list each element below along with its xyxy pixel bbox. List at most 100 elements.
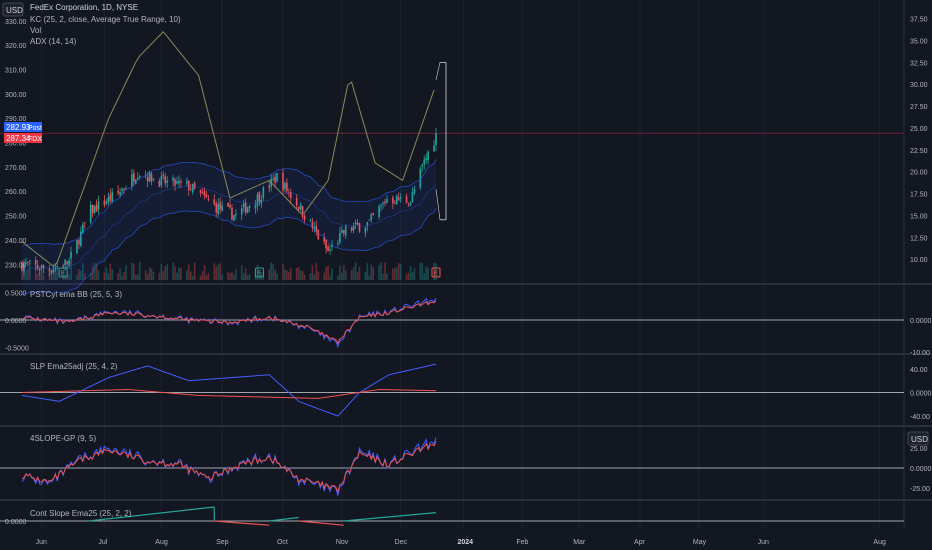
candle-body[interactable] [380,204,382,206]
candle-body[interactable] [425,157,428,160]
candle-body[interactable] [341,229,343,233]
candle-body[interactable] [260,199,263,204]
candle-body[interactable] [256,194,259,206]
candle-body[interactable] [392,197,394,203]
candle-body[interactable] [227,202,229,207]
candle-body[interactable] [78,239,80,245]
candle-body[interactable] [427,151,429,161]
candle-body[interactable] [125,188,127,190]
candle-body[interactable] [111,192,114,203]
candle-body[interactable] [178,181,180,184]
candle-body[interactable] [215,203,218,213]
candle-body[interactable] [103,200,106,206]
candle-body[interactable] [80,231,82,246]
candle-body[interactable] [174,179,176,186]
candle-body[interactable] [364,227,367,233]
candle-body[interactable] [123,189,125,191]
candle-body[interactable] [272,178,274,180]
candle-body[interactable] [382,202,384,204]
candle-body[interactable] [433,145,435,152]
candle-body[interactable] [89,205,92,223]
currency-right-badge[interactable] [907,431,929,446]
candle-body[interactable] [70,252,72,259]
indicator-adx-label[interactable]: ADX (14, 14) [30,37,77,46]
candle-body[interactable] [34,259,37,265]
candle-body[interactable] [54,267,57,269]
candle-body[interactable] [121,189,123,191]
candle-body[interactable] [344,226,347,236]
candle-body[interactable] [370,214,373,220]
candle-body[interactable] [350,227,353,231]
candle-body[interactable] [185,181,188,184]
candle-body[interactable] [203,190,206,196]
candle-body[interactable] [258,192,261,203]
candle-body[interactable] [193,182,196,189]
candle-body[interactable] [38,268,41,270]
candle-body[interactable] [325,240,327,249]
candle-body[interactable] [409,202,412,206]
candle-body[interactable] [323,237,325,242]
candle-body[interactable] [219,202,221,210]
candle-body[interactable] [117,190,119,193]
candle-body[interactable] [205,194,208,198]
candle-body[interactable] [207,198,210,200]
candle-body[interactable] [29,260,31,262]
candle-body[interactable] [384,201,386,204]
candle-body[interactable] [317,229,320,240]
candle-body[interactable] [213,199,216,205]
candle-body[interactable] [301,206,304,217]
candle-body[interactable] [229,204,231,208]
candle-body[interactable] [366,221,369,227]
candle-body[interactable] [354,222,357,224]
candle-body[interactable] [423,159,426,165]
candle-body[interactable] [131,174,133,187]
candle-body[interactable] [48,268,51,271]
candle-body[interactable] [56,266,59,268]
candle-body[interactable] [199,190,202,193]
candle-body[interactable] [66,261,68,264]
candle-body[interactable] [50,271,53,273]
candle-body[interactable] [52,269,55,273]
candle-body[interactable] [21,262,23,271]
candle-body[interactable] [162,174,165,177]
candle-body[interactable] [399,197,402,199]
candle-body[interactable] [411,192,414,202]
candle-body[interactable] [109,194,112,201]
candle-body[interactable] [221,205,223,211]
candle-body[interactable] [274,176,276,183]
candle-body[interactable] [233,214,235,221]
candle-body[interactable] [268,185,271,189]
candle-body[interactable] [309,220,312,222]
candle-body[interactable] [289,192,292,199]
candle-body[interactable] [97,201,100,210]
candle-body[interactable] [397,197,400,201]
candle-body[interactable] [248,206,251,208]
candle-body[interactable] [95,204,98,212]
candle-body[interactable] [329,249,331,251]
candle-body[interactable] [286,182,288,192]
candle-body[interactable] [303,215,306,221]
candle-body[interactable] [76,240,78,254]
candle-body[interactable] [25,262,27,264]
candle-body[interactable] [313,227,316,229]
candle-body[interactable] [105,202,108,204]
candle-body[interactable] [180,180,182,183]
candle-body[interactable] [358,223,361,232]
candle-body[interactable] [421,164,424,167]
candle-body[interactable] [284,182,286,189]
candle-body[interactable] [146,177,149,182]
candle-body[interactable] [356,222,359,225]
candle-body[interactable] [93,205,96,214]
candle-body[interactable] [246,207,249,213]
pane-label-pstcyl[interactable]: PSTCyl ema BB (25, 5, 3) [30,290,122,299]
candle-body[interactable] [339,233,341,243]
candle-body[interactable] [235,214,237,216]
candle-body[interactable] [405,196,408,204]
candle-body[interactable] [201,192,204,194]
candle-body[interactable] [342,230,345,234]
candle-body[interactable] [262,187,265,199]
candle-body[interactable] [62,265,65,268]
candle-body[interactable] [148,171,151,182]
